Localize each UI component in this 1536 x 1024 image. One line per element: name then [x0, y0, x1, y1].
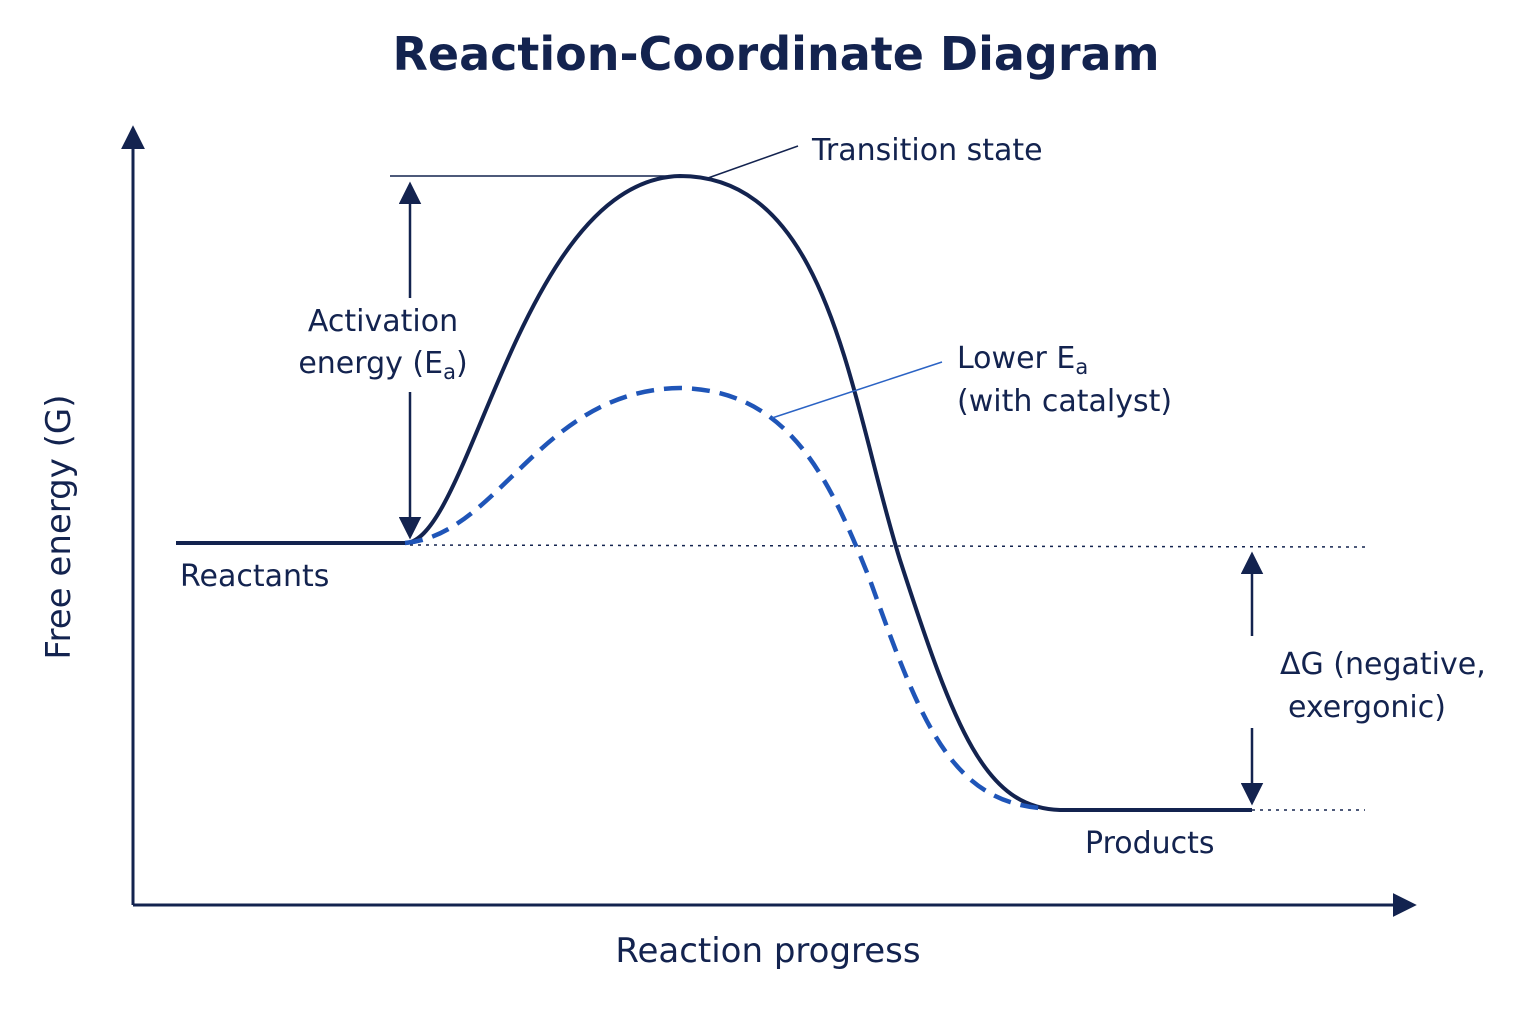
lower-ea-label-line2: (with catalyst) — [957, 384, 1172, 419]
reactant-level-dotted-line — [409, 544, 1366, 548]
y-axis-title: Free energy (G) — [39, 394, 79, 659]
activation-energy-label-line1: Activation — [308, 304, 458, 339]
lower-ea-subscript: a — [1075, 355, 1088, 379]
delta-g-label-line1: ΔG (negative, — [1280, 647, 1486, 682]
reactants-label: Reactants — [180, 559, 329, 594]
x-axis-title: Reaction progress — [615, 931, 920, 971]
activation-energy-close-paren: ) — [456, 346, 468, 381]
transition-state-label: Transition state — [811, 133, 1043, 168]
transition-state-leader-line — [707, 145, 799, 179]
products-label: Products — [1085, 826, 1215, 861]
lower-ea-label-line1: Lower Ea — [957, 341, 1088, 379]
lower-ea-text: Lower E — [957, 341, 1075, 376]
activation-energy-text: energy (E — [298, 346, 443, 381]
activation-energy-label-line2: energy (Ea) — [298, 346, 467, 384]
catalyst-leader-line — [771, 361, 943, 419]
delta-g-label-line2: exergonic) — [1288, 690, 1446, 725]
diagram-title: Reaction-Coordinate Diagram — [392, 27, 1159, 81]
activation-energy-subscript: a — [443, 360, 456, 384]
catalyzed-energy-curve — [404, 385, 1041, 811]
uncatalyzed-energy-curve — [176, 173, 1252, 812]
